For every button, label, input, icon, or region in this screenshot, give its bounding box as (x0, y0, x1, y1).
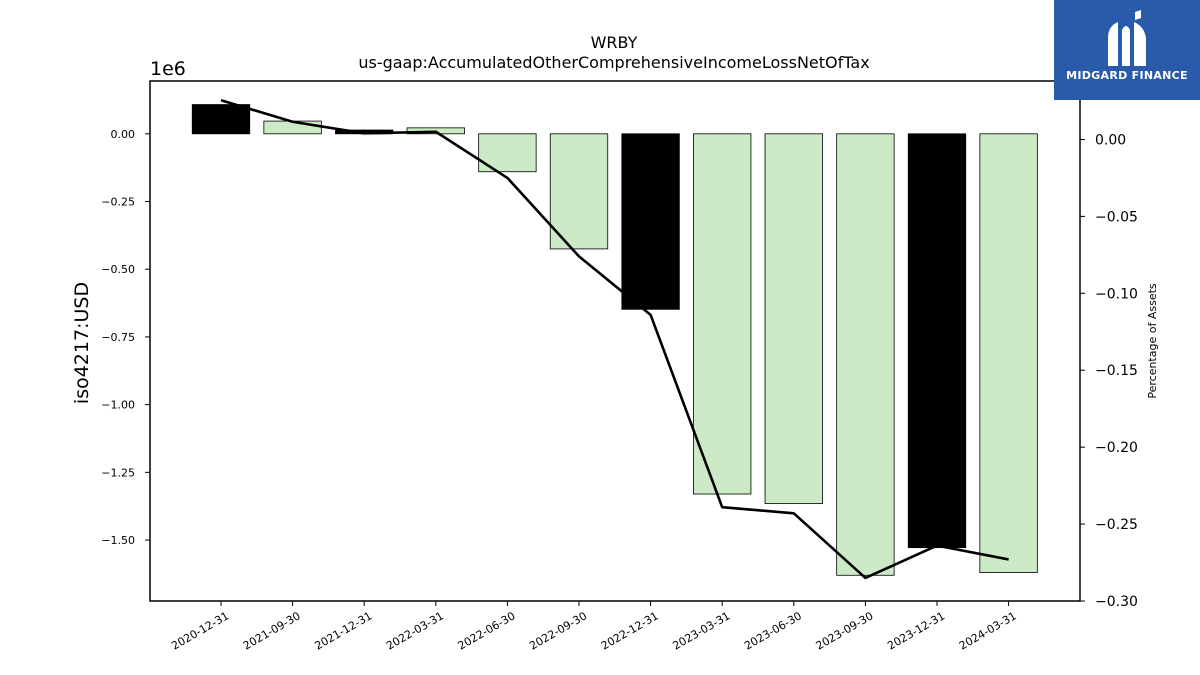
bar-2023-12-31 (907, 133, 967, 549)
x-tick-label: 2023-03-31 (670, 609, 732, 652)
y-tick-label: −1.25 (101, 466, 135, 479)
x-tick-label: 2022-03-31 (384, 609, 446, 652)
y2-tick-label: −0.30 (1095, 594, 1138, 610)
x-tick-label: 2023-06-30 (742, 609, 804, 652)
x-tick-label: 2024-03-31 (957, 609, 1019, 652)
bar-2024-03-31 (979, 133, 1038, 573)
bar-2023-03-31 (693, 133, 752, 495)
y-axis-label: iso4217:USD (71, 282, 93, 404)
x-tick-label: 2021-12-31 (312, 609, 374, 652)
bars-layer (191, 104, 1038, 576)
percentage-of-assets-line (220, 98, 1009, 580)
x-tick-label: 2023-12-31 (885, 609, 947, 652)
bar-2022-12-31 (621, 133, 680, 310)
bar-2020-12-31 (191, 104, 251, 135)
y2-axis-label: Percentage of Assets (1146, 283, 1159, 399)
chart-subtitle: us-gaap:AccumulatedOtherComprehensiveInc… (358, 53, 869, 72)
x-tick-label: 2022-09-30 (527, 609, 589, 652)
bar-2023-06-30 (764, 133, 823, 504)
y-tick-label: 0.00 (111, 128, 136, 141)
y-tick-label: −0.25 (101, 196, 135, 209)
y-tick-label: −1.50 (101, 534, 135, 547)
logo-mark-icon (1108, 10, 1146, 66)
y-tick-label: −0.50 (101, 263, 135, 276)
midgard-finance-logo: MIDGARD FINANCE (1054, 0, 1200, 100)
x-tick-label: 2021-09-30 (241, 609, 303, 652)
chart-title: WRBY (591, 33, 638, 52)
y2-tick-label: 0.00 (1095, 132, 1126, 148)
y2-tick-label: −0.10 (1095, 286, 1138, 302)
line-layer (220, 98, 1009, 580)
logo-text: MIDGARD FINANCE (1066, 69, 1188, 82)
bar-2023-09-30 (836, 133, 895, 576)
plot-frame (149, 80, 1081, 602)
x-tick-label: 2022-06-30 (456, 609, 518, 652)
bar-2022-09-30 (549, 133, 609, 250)
y2-tick-label: −0.25 (1095, 517, 1138, 533)
y-axis-multiplier: 1e6 (150, 58, 186, 80)
x-tick-label: 2023-09-30 (814, 609, 876, 652)
y2-tick-label: −0.20 (1095, 440, 1138, 456)
x-tick-label: 2020-12-31 (169, 609, 231, 652)
y-tick-label: −1.00 (101, 399, 135, 412)
x-tick-label: 2022-12-31 (599, 609, 661, 652)
y-tick-label: −0.75 (101, 331, 135, 344)
y2-tick-label: −0.15 (1095, 363, 1138, 379)
y2-tick-label: −0.05 (1095, 209, 1138, 225)
